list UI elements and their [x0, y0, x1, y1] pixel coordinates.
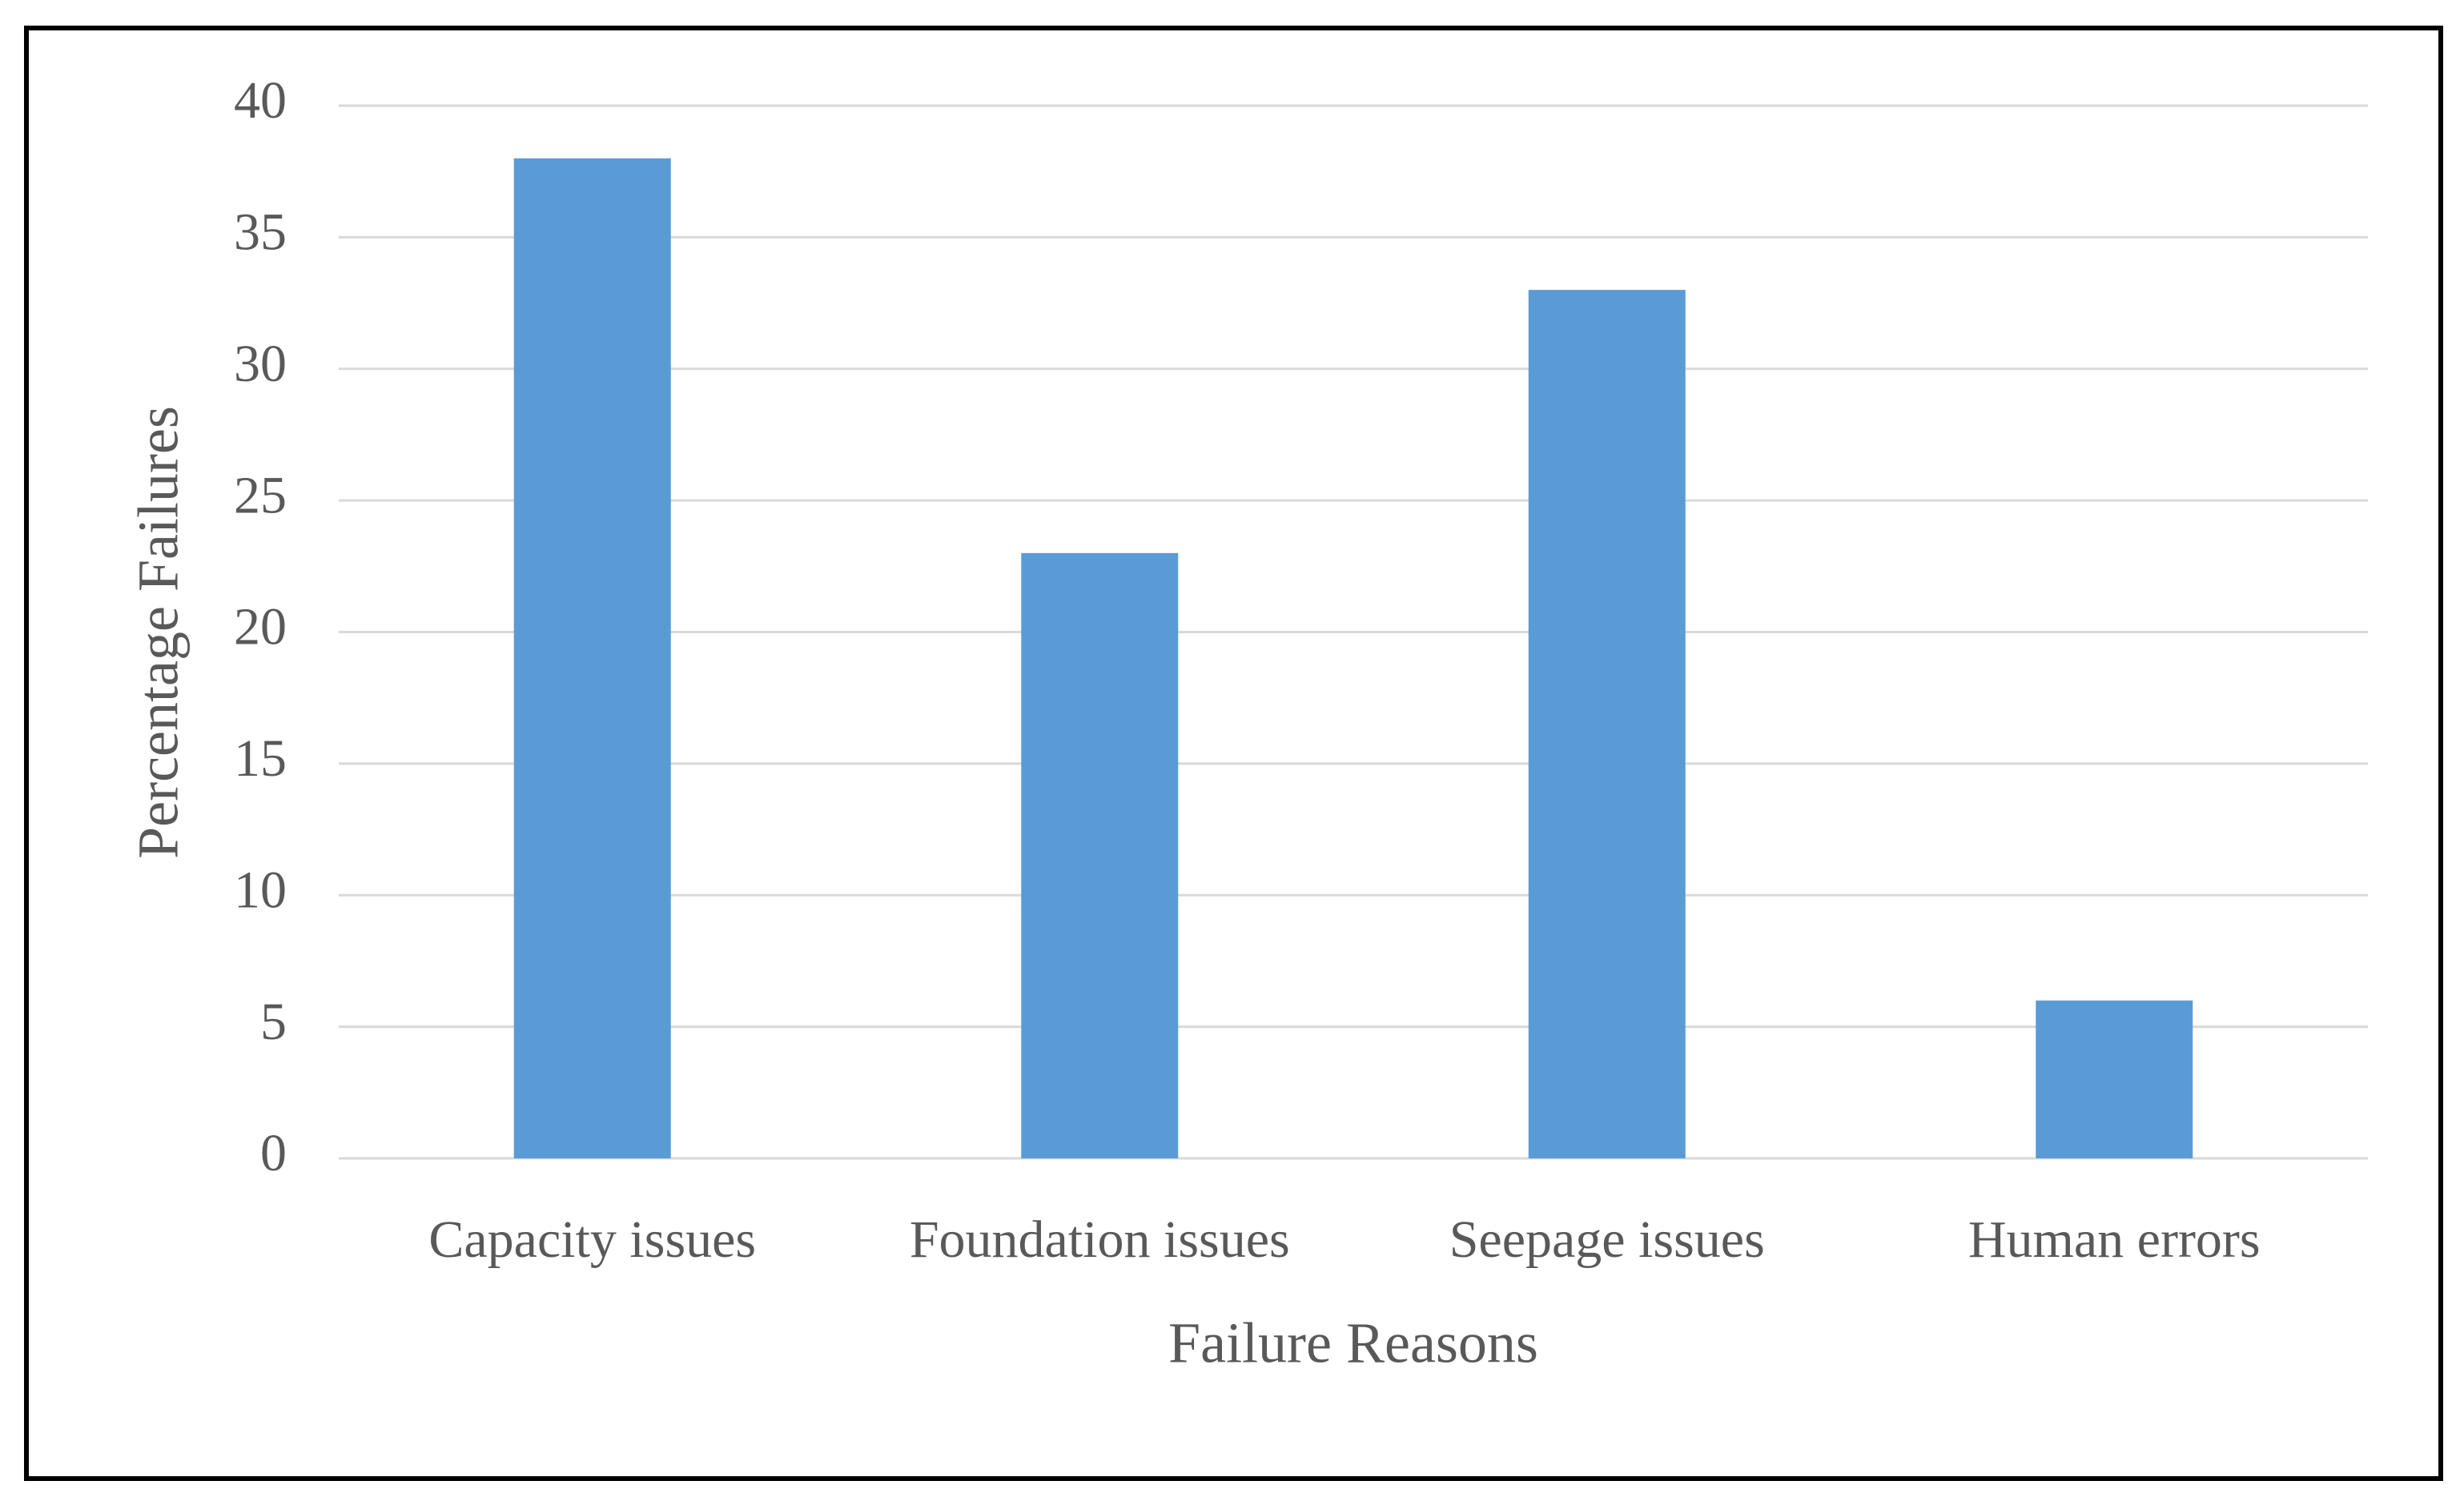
x-tick-label: Human errors — [1968, 1210, 2261, 1269]
y-tick-label: 10 — [234, 861, 287, 919]
y-tick-label: 0 — [260, 1124, 287, 1182]
y-tick-label: 30 — [234, 335, 287, 393]
x-tick-label: Foundation issues — [910, 1210, 1290, 1269]
bar — [2036, 1000, 2193, 1158]
y-tick-label: 15 — [234, 729, 287, 788]
x-tick-label: Capacity issues — [428, 1210, 756, 1269]
y-axis-title: Percentage Failures — [127, 406, 191, 859]
y-tick-label: 35 — [234, 203, 287, 262]
bar — [1021, 552, 1179, 1158]
y-tick-label: 25 — [234, 466, 287, 524]
chart-border — [24, 26, 2443, 1481]
y-tick-label: 40 — [234, 71, 287, 130]
x-tick-label: Seepage issues — [1449, 1210, 1765, 1269]
x-axis-title: Failure Reasons — [1168, 1311, 1538, 1375]
bar — [1528, 290, 1686, 1158]
y-tick-label: 5 — [260, 993, 287, 1051]
bar — [513, 158, 671, 1158]
y-tick-label: 20 — [234, 598, 287, 656]
